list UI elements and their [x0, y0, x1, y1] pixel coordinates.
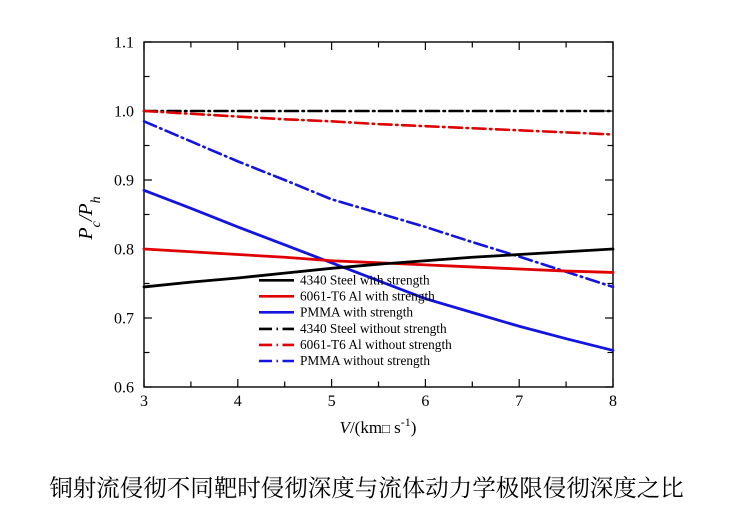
svg-text:5: 5	[328, 393, 336, 410]
svg-text:PMMA with strength: PMMA with strength	[300, 304, 413, 319]
svg-text:0.7: 0.7	[114, 311, 134, 328]
svg-text:0.6: 0.6	[114, 380, 134, 397]
svg-text:6: 6	[421, 393, 429, 410]
svg-text:4340 Steel without strength: 4340 Steel without strength	[300, 321, 447, 336]
svg-text:0.8: 0.8	[114, 242, 134, 259]
svg-text:4340 Steel with strength: 4340 Steel with strength	[300, 272, 430, 287]
svg-text:0.9: 0.9	[114, 173, 134, 190]
svg-text:7: 7	[515, 393, 523, 410]
svg-text:6061-T6 Al with strength: 6061-T6 Al with strength	[300, 288, 435, 303]
svg-text:8: 8	[609, 393, 617, 410]
svg-text:1.1: 1.1	[114, 35, 134, 52]
svg-text:PMMA without strength: PMMA without strength	[300, 353, 430, 368]
svg-text:3: 3	[140, 393, 148, 410]
svg-text:4: 4	[234, 393, 242, 410]
svg-text:6061-T6 Al without strength: 6061-T6 Al without strength	[300, 337, 452, 352]
svg-text:1.0: 1.0	[114, 104, 134, 121]
